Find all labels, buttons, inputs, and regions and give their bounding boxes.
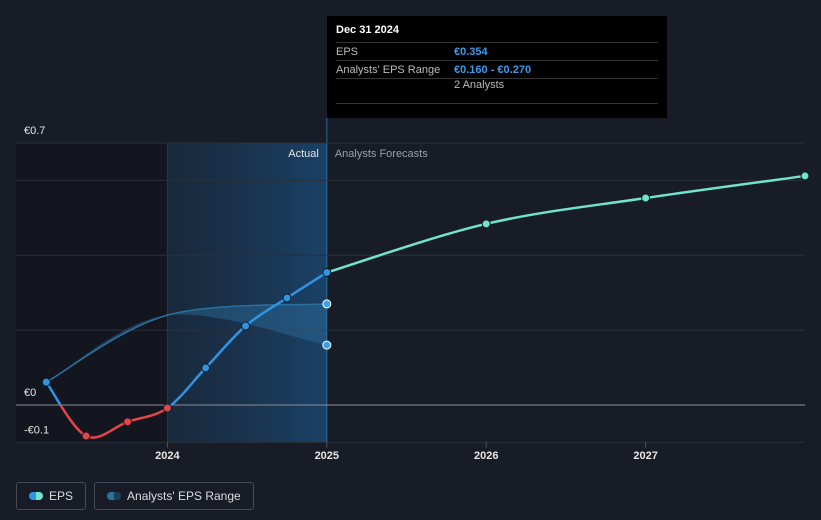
tooltip-value: €0.354 — [454, 45, 488, 58]
eps-point — [800, 171, 810, 181]
tooltip-analysts: 2 Analysts — [454, 79, 505, 91]
eps-point — [123, 417, 133, 427]
eps-forecast-line — [326, 174, 806, 274]
tooltip-row: EPS €0.354 — [336, 42, 658, 60]
legend-swatch — [29, 492, 43, 500]
highlight-region — [167, 143, 327, 443]
eps-point — [81, 431, 91, 441]
y-tick-label: €0 — [24, 387, 36, 399]
y-tick-label: -€0.1 — [24, 424, 49, 436]
eps-line — [45, 271, 328, 405]
eps-point — [241, 321, 251, 331]
eps-point — [641, 193, 651, 203]
legend-label: Analysts' EPS Range — [127, 489, 241, 503]
chart: Actual Analysts Forecasts €0.7 €0 -€0.1 2024 2… — [16, 118, 810, 462]
tooltip-label: Analysts' EPS Range — [336, 63, 441, 76]
past-region — [16, 143, 168, 443]
eps-point — [282, 293, 292, 303]
tooltip-label: EPS — [336, 45, 359, 58]
tooltip-row: Analysts' EPS Range €0.160 - €0.270 — [336, 60, 658, 78]
legend: EPS Analysts' EPS Range — [16, 482, 254, 510]
legend-swatch — [107, 492, 122, 500]
x-tick-label: 2024 — [155, 450, 180, 462]
y-tick-label: €0.7 — [24, 125, 45, 137]
x-tick-label: 2027 — [633, 450, 657, 462]
eps-point — [41, 377, 51, 387]
range-point — [322, 340, 332, 350]
tooltip-row: 2 Analysts — [336, 78, 658, 104]
eps-point — [162, 403, 172, 413]
range-point — [322, 299, 332, 309]
tooltip-value: €0.160 - €0.270 — [454, 63, 532, 76]
forecast-label: Analysts Forecasts — [335, 148, 428, 160]
x-tick-label: 2025 — [315, 450, 339, 462]
legend-label: EPS — [49, 489, 74, 503]
actual-label: Actual — [288, 148, 319, 160]
range-area — [46, 303, 327, 383]
legend-item[interactable]: EPS — [16, 482, 87, 510]
eps-point — [322, 267, 332, 277]
legend-item[interactable]: Analysts' EPS Range — [94, 482, 254, 510]
range-upper — [45, 303, 327, 383]
eps-point — [201, 363, 211, 373]
x-tick-label: 2026 — [474, 450, 498, 462]
eps-point — [481, 219, 491, 229]
tooltip: Dec 31 2024 EPS €0.354 Analysts' EPS Rang… — [327, 16, 667, 118]
tooltip-date: Dec 31 2024 — [336, 24, 399, 36]
